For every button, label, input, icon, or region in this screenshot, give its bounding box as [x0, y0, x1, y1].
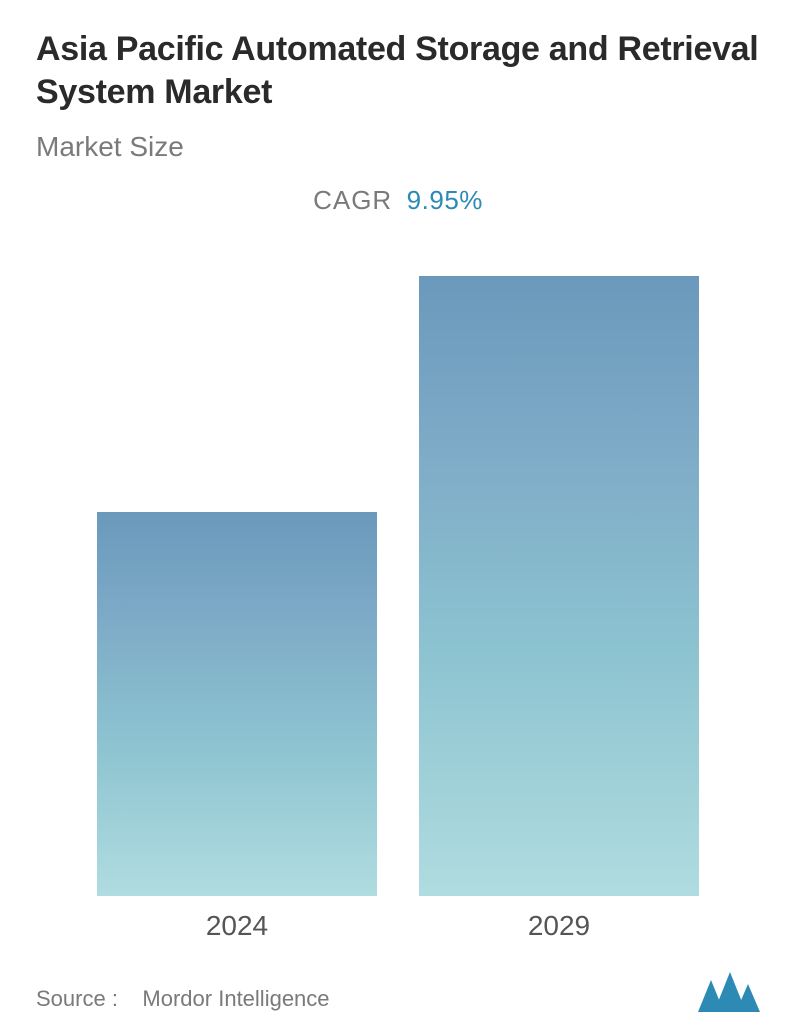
chart-title: Asia Pacific Automated Storage and Retri…	[36, 28, 760, 113]
x-axis-labels: 2024 2029	[36, 910, 760, 942]
bar-2024	[97, 512, 377, 896]
chart-subtitle: Market Size	[36, 131, 760, 163]
bar-label-2029: 2029	[419, 910, 699, 942]
cagr-label: CAGR	[313, 185, 392, 215]
cagr-value: 9.95%	[407, 185, 483, 215]
chart-area	[36, 256, 760, 896]
footer: Source : Mordor Intelligence	[36, 972, 760, 1012]
source-label: Source :	[36, 986, 118, 1011]
mordor-logo-icon	[698, 972, 760, 1012]
bar-2029	[419, 276, 699, 896]
cagr-row: CAGR 9.95%	[36, 185, 760, 216]
source-text: Source : Mordor Intelligence	[36, 986, 330, 1012]
bar-label-2024: 2024	[97, 910, 377, 942]
source-name: Mordor Intelligence	[142, 986, 329, 1011]
